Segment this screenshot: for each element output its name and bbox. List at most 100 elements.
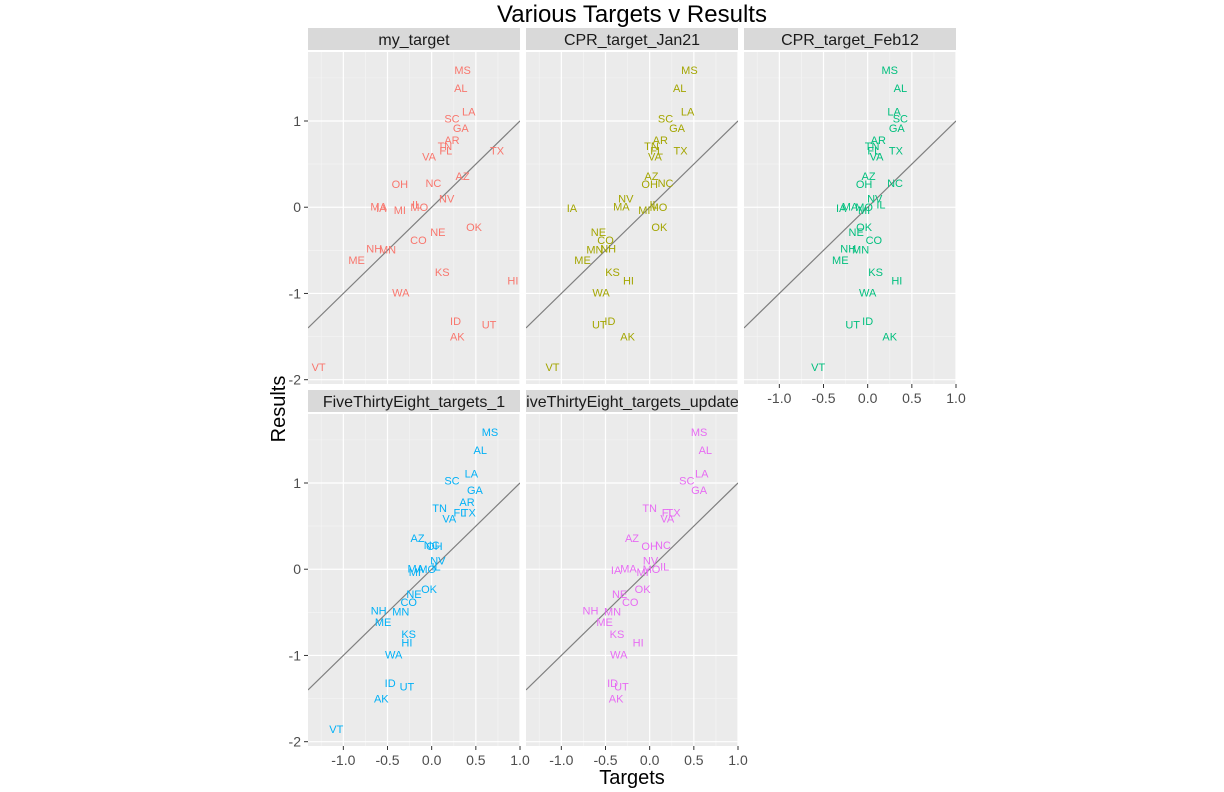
point-label-hi: HI — [891, 276, 902, 288]
point-label-nc: NC — [887, 178, 903, 190]
point-label-sc: SC — [658, 113, 673, 125]
point-label-ia: IA — [567, 203, 578, 215]
point-label-fl: FL — [439, 145, 452, 157]
point-label-nh: NH — [583, 606, 599, 618]
point-label-ia: IA — [836, 203, 847, 215]
y-tick-label: -1 — [289, 647, 302, 663]
point-label-az: AZ — [625, 533, 639, 545]
point-label-az: AZ — [411, 533, 425, 545]
point-label-ok: OK — [635, 584, 652, 596]
point-label-tn: TN — [644, 141, 659, 153]
point-label-ak: AK — [450, 332, 465, 344]
reference-line — [308, 120, 520, 329]
point-label-ga: GA — [889, 123, 906, 135]
point-label-al: AL — [454, 83, 467, 95]
point-label-id: ID — [450, 316, 461, 328]
point-label-ms: MS — [882, 65, 899, 77]
facet-strip-label: CPR_target_Feb12 — [781, 32, 919, 49]
panel-background — [308, 52, 520, 384]
facet-strip-label: FiveThirtyEight_targets_updated — [516, 394, 747, 411]
point-label-ia: IA — [376, 203, 387, 215]
point-label-mn: MN — [392, 606, 409, 618]
point-label-la: LA — [887, 107, 901, 119]
point-label-mi: MI — [409, 567, 421, 579]
facet-strip-label: FiveThirtyEight_targets_1 — [323, 394, 505, 411]
point-label-ga: GA — [691, 485, 708, 497]
point-label-il: IL — [876, 200, 885, 212]
point-label-id: ID — [604, 316, 615, 328]
point-label-ne: NE — [406, 589, 421, 601]
point-label-hi: HI — [633, 638, 644, 650]
y-axis-title: Results — [268, 376, 290, 443]
y-axis: -2 -1 0 1 -2 -1 0 1 — [289, 113, 308, 750]
panel-background — [744, 52, 956, 384]
y-tick-label: -2 — [289, 734, 302, 750]
point-label-nc: NC — [655, 540, 671, 552]
point-label-wa: WA — [592, 288, 610, 300]
y-tick-label: 1 — [293, 113, 301, 129]
point-label-ks: KS — [610, 629, 625, 641]
point-label-me: ME — [348, 255, 365, 267]
point-label-vt: VT — [312, 362, 326, 374]
point-label-fl: FL — [454, 507, 467, 519]
point-label-mn: MN — [586, 244, 603, 256]
point-label-sc: SC — [679, 475, 694, 487]
point-label-sc: SC — [444, 113, 459, 125]
point-label-mo: MO — [410, 202, 428, 214]
point-label-ms: MS — [454, 65, 471, 77]
point-label-nh: NH — [840, 244, 856, 256]
x-tick-label: -0.5 — [375, 752, 399, 768]
point-label-ok: OK — [466, 222, 483, 234]
y-tick-label: -1 — [289, 285, 302, 301]
point-label-az: AZ — [862, 171, 876, 183]
point-label-ut: UT — [400, 681, 415, 693]
point-label-mi: MI — [394, 205, 406, 217]
point-label-co: CO — [400, 597, 417, 609]
point-label-ma: MA — [408, 563, 425, 575]
point-label-il: IL — [649, 200, 658, 212]
point-label-fl: FL — [650, 145, 663, 157]
point-label-co: CO — [622, 597, 639, 609]
point-label-ok: OK — [856, 222, 873, 234]
point-label-id: ID — [385, 678, 396, 690]
point-label-la: LA — [465, 469, 479, 481]
x-axis: -1.0 -0.5 0.0 0.5 1.0 -1.0 -0.5 0.0 0.5 1.0 -1.0 -0… — [331, 384, 966, 768]
point-label-oh: OH — [426, 541, 443, 553]
reference-line — [526, 482, 738, 691]
point-label-va: VA — [660, 513, 675, 525]
point-label-nc: NC — [425, 178, 441, 190]
x-tick-label: 1.0 — [510, 752, 530, 768]
point-label-me: ME — [596, 617, 613, 629]
point-label-tx: TX — [666, 507, 681, 519]
point-label-la: LA — [462, 107, 476, 119]
point-label-mn: MN — [604, 606, 621, 618]
point-label-wa: WA — [859, 288, 877, 300]
point-label-mi: MI — [638, 205, 650, 217]
point-label-ne: NE — [430, 227, 445, 239]
point-label-nh: NH — [366, 244, 382, 256]
x-tick-label: 0.0 — [858, 390, 878, 406]
x-tick-label: -1.0 — [767, 390, 791, 406]
point-label-hi: HI — [507, 276, 518, 288]
point-label-ar: AR — [653, 135, 668, 147]
point-label-oh: OH — [641, 179, 658, 191]
point-label-az: AZ — [456, 171, 470, 183]
point-label-il: IL — [660, 562, 669, 574]
reference-line — [308, 482, 520, 691]
point-label-tx: TX — [889, 145, 904, 157]
x-tick-label: -1.0 — [331, 752, 355, 768]
point-label-mi: MI — [858, 205, 870, 217]
x-tick-label: 0.0 — [422, 752, 442, 768]
point-label-id: ID — [862, 316, 873, 328]
point-label-ak: AK — [609, 694, 624, 706]
point-label-mn: MN — [852, 244, 869, 256]
facet-strip — [526, 28, 738, 50]
point-label-tx: TX — [674, 145, 689, 157]
point-label-ma: MA — [613, 201, 630, 213]
point-label-ia: IA — [611, 565, 622, 577]
point-label-fl: FL — [867, 145, 880, 157]
point-label-ut: UT — [592, 319, 607, 331]
